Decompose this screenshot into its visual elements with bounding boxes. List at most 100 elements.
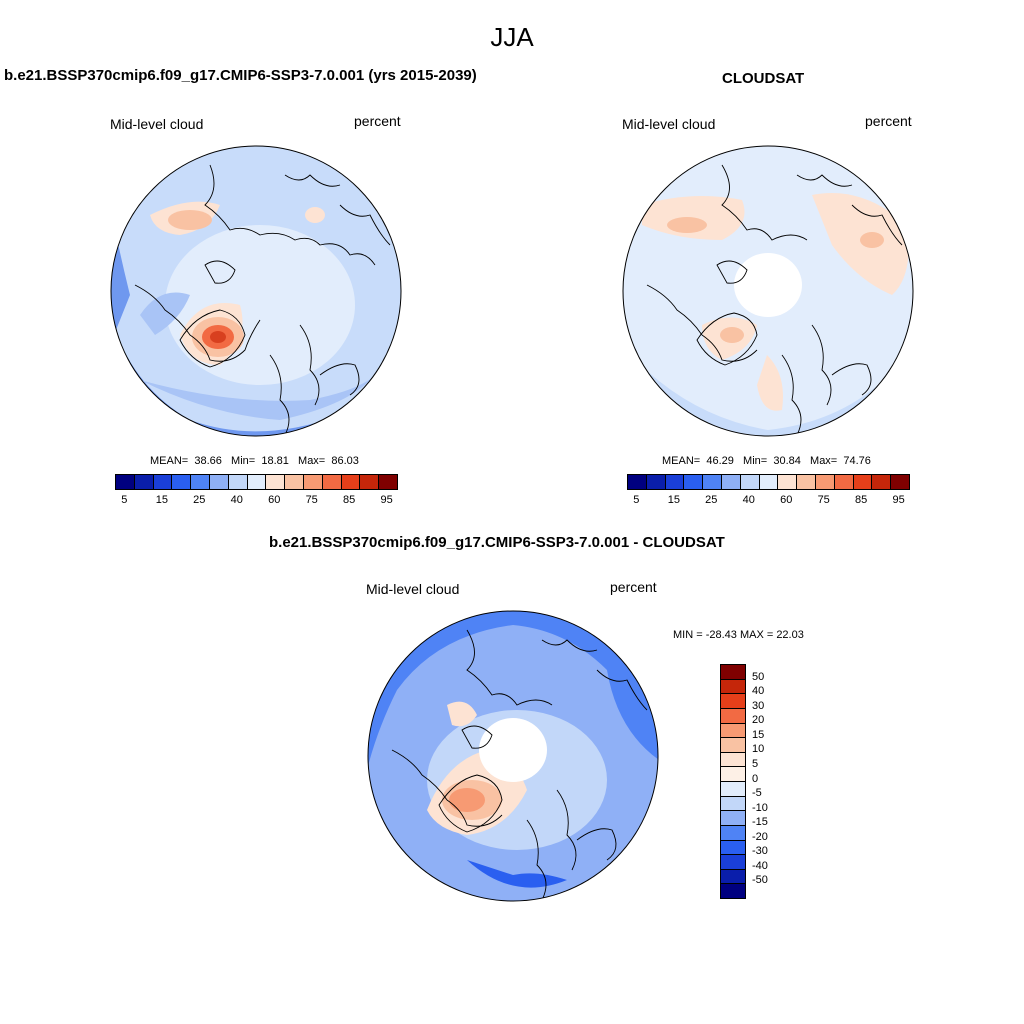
colorbar-tick-label: 85 [343,494,356,506]
diff-minmax: MIN = -28.43 MAX = 22.03 [673,629,804,641]
colorbar-swatch [171,475,191,489]
colorbar-swatch [227,475,247,489]
colorbar-swatch [890,475,909,489]
map-fill-arctic [165,225,355,385]
obs-panel-title: CLOUDSAT [722,70,805,87]
colorbar-swatch [208,475,228,489]
colorbar-swatch [721,751,745,767]
colorbar-tick-label: 5 [121,494,128,506]
colorbar-tick-label: -50 [752,874,768,887]
colorbar-tick-label: 30 [752,699,765,712]
colorbar-swatch [721,665,745,679]
obs-colorbar [627,474,910,490]
colorbar-tick-label: 15 [155,494,168,506]
colorbar-swatch [721,854,745,869]
colorbar-tick-label: 5 [752,757,759,770]
colorbar-tick-label: -10 [752,801,768,814]
colorbar-tick-label: -20 [752,830,768,843]
colorbar-tick-label: 15 [667,494,680,506]
model-units-label: percent [354,113,401,129]
colorbar-tick-label: 0 [752,772,759,785]
colorbar-swatch [321,475,341,489]
colorbar-swatch [378,475,397,489]
colorbar-tick-label: 25 [193,494,206,506]
colorbar-swatch [721,824,745,840]
obs-units-label: percent [865,113,912,129]
obs-variable-label: Mid-level cloud [622,116,716,132]
map-border [110,145,402,437]
colorbar-swatch [721,707,745,723]
colorbar-tick-label: 10 [752,743,765,756]
model-stats: MEAN= 38.66 Min= 18.81 Max= 86.03 [150,455,359,467]
obs-stats: MEAN= 46.29 Min= 30.84 Max= 74.76 [662,455,871,467]
colorbar-tick-label: 15 [752,728,765,741]
colorbar-tick-label: 40 [752,685,765,698]
model-colorbar [115,474,398,490]
missing-data-hole [479,718,547,782]
colorbar-tick-label: 40 [230,494,243,506]
colorbar-swatch [152,475,172,489]
colorbar-swatch [702,475,721,489]
colorbar-swatch [721,737,745,752]
colorbar-swatch [758,475,778,489]
obs-polar-map [622,145,914,437]
colorbar-tick-label: -30 [752,845,768,858]
colorbar-swatch [190,475,209,489]
model-polar-map [110,145,402,437]
colorbar-swatch [814,475,834,489]
colorbar-swatch [265,475,285,489]
colorbar-tick-label: 25 [705,494,718,506]
colorbar-tick-label: 75 [305,494,318,506]
diff-variable-label: Mid-level cloud [366,581,460,597]
colorbar-tick-label: 50 [752,670,765,683]
model-colorbar-ticks: 5 15 25 40 60 75 85 95 [115,494,398,508]
colorbar-tick-label: 60 [780,494,793,506]
colorbar-swatch [302,475,322,489]
colorbar-swatch [833,475,853,489]
colorbar-swatch [340,475,360,489]
colorbar-swatch [116,475,134,489]
colorbar-swatch [721,868,745,884]
model-variable-label: Mid-level cloud [110,116,204,132]
missing-data-hole [734,253,802,317]
colorbar-tick-label: 75 [817,494,830,506]
colorbar-swatch [359,475,379,489]
diff-colorbar-ticks: 50 40 30 20 15 10 5 0 -5 -10 -15 -20 -30 -40 -50 [752,664,792,897]
colorbar-swatch [721,795,745,811]
model-panel-title: b.e21.BSSP370cmip6.f09_g17.CMIP6-SSP3-7.… [4,67,477,84]
colorbar-tick-label: -15 [752,816,768,829]
colorbar-swatch [852,475,872,489]
colorbar-tick-label: 5 [633,494,640,506]
colorbar-tick-label: 60 [268,494,281,506]
colorbar-tick-label: -5 [752,787,762,800]
colorbar-swatch [721,693,745,708]
diff-units-label: percent [610,579,657,595]
map-border [367,610,659,902]
coastlines [391,629,648,901]
colorbar-swatch [664,475,684,489]
coastlines [646,164,903,436]
colorbar-swatch [721,781,745,796]
colorbar-swatch [284,475,303,489]
colorbar-tick-label: 20 [752,714,765,727]
colorbar-swatch [739,475,759,489]
colorbar-swatch [628,475,646,489]
colorbar-swatch [721,678,745,694]
season-title: JJA [490,22,534,52]
colorbar-swatch [683,475,703,489]
coastlines [134,164,391,436]
colorbar-swatch [796,475,815,489]
colorbar-swatch [246,475,266,489]
obs-colorbar-ticks: 5 15 25 40 60 75 85 95 [627,494,910,508]
colorbar-tick-label: 85 [855,494,868,506]
colorbar-swatch [871,475,891,489]
colorbar-swatch [721,883,745,898]
colorbar-tick-label: 40 [742,494,755,506]
diff-polar-map [367,610,659,902]
map-border [622,145,914,437]
diff-colorbar [720,664,746,899]
colorbar-swatch [721,722,745,738]
colorbar-swatch [721,839,745,855]
colorbar-swatch [720,475,740,489]
colorbar-tick-label: 95 [380,494,393,506]
